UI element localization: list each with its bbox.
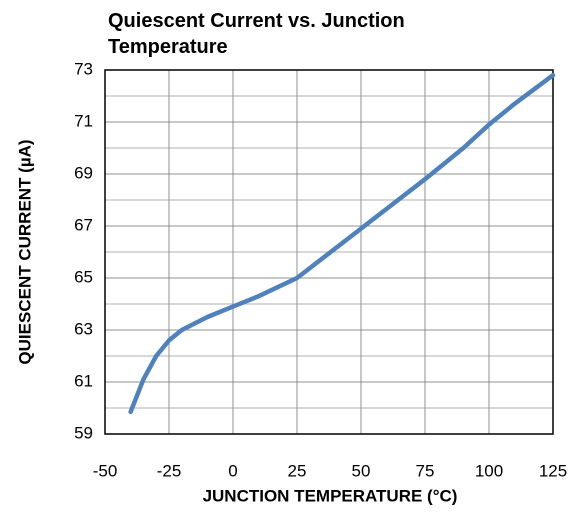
x-tick-label: -50 bbox=[93, 461, 118, 480]
chart-title: Quiescent Current vs. Junction Temperatu… bbox=[108, 10, 405, 58]
data-line bbox=[128, 72, 556, 415]
y-axis-label: QUIESCENT CURRENT (µA) bbox=[15, 139, 34, 364]
plot-frame bbox=[104, 69, 554, 435]
y-tick-label: 61 bbox=[74, 371, 93, 390]
y-tick-label: 67 bbox=[74, 215, 93, 234]
y-tick-label: 69 bbox=[74, 163, 93, 182]
y-tick-label: 59 bbox=[74, 423, 93, 442]
x-tick-label: 0 bbox=[228, 461, 237, 480]
x-tick-label: -25 bbox=[157, 461, 182, 480]
x-tick-label: 100 bbox=[475, 461, 503, 480]
x-tick-label: 75 bbox=[416, 461, 435, 480]
x-axis-label: JUNCTION TEMPERATURE (°C) bbox=[203, 486, 458, 505]
x-tick-label: 125 bbox=[539, 461, 567, 480]
y-tick-label: 73 bbox=[74, 59, 93, 78]
x-tick-label: 25 bbox=[288, 461, 307, 480]
x-tick-label: 50 bbox=[352, 461, 371, 480]
y-tick-label: 71 bbox=[74, 111, 93, 130]
y-tick-label: 63 bbox=[74, 319, 93, 338]
y-tick-label: 65 bbox=[74, 267, 93, 286]
